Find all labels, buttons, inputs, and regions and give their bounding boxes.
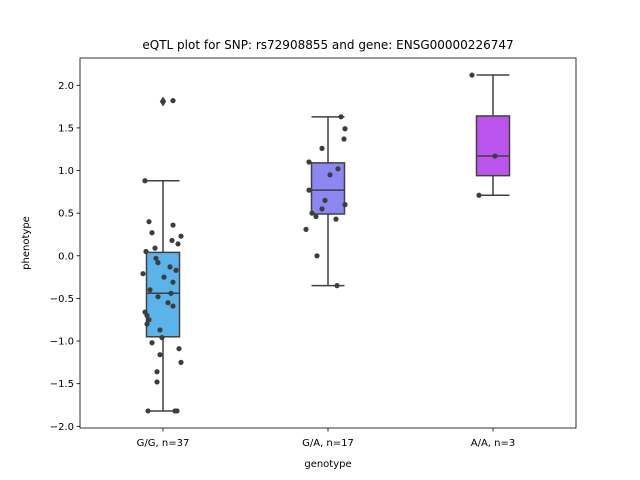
data-point [145,408,151,414]
data-point [155,294,161,300]
data-point [153,255,159,261]
data-point [144,312,150,319]
chart-title: eQTL plot for SNP: rs72908855 and gene: … [142,38,513,52]
y-axis-label: phenotype [21,216,32,270]
data-point [157,327,163,333]
x-axis-label: genotype [304,459,351,470]
data-point [170,303,176,309]
y-tick-label: 0.5 [58,209,74,220]
data-point [338,114,344,120]
data-point [306,159,312,165]
data-point [319,206,325,212]
box-iqr [145,251,181,338]
data-point [154,369,160,375]
data-point [161,274,167,280]
x-tick-label: G/A, n=17 [302,438,354,449]
data-point [152,245,158,251]
data-point [142,178,148,184]
data-point [175,241,181,247]
data-point [159,335,165,341]
data-point [169,237,175,244]
data-point [476,192,482,198]
y-tick-label: 1.0 [58,166,74,177]
data-point [322,197,328,203]
data-point [149,340,155,346]
outlier-marker [159,96,167,107]
data-point [174,408,180,414]
data-point [149,230,155,236]
data-point [167,264,173,270]
data-point [178,359,184,365]
data-point [170,98,176,104]
data-point [146,219,152,225]
data-point [154,379,160,385]
data-point [178,233,184,239]
y-tick-label: −2.0 [50,422,74,433]
box-group [310,116,346,287]
axes-layer: −2.0 −1.5 −1.0 −0.5 0.0 0.5 1.0 1.5 2.0 G/G, n=37… [50,57,577,449]
box-iqr [310,162,346,215]
data-point [319,145,325,151]
data-point [146,317,152,323]
y-tick-label: 0.0 [58,251,74,262]
data-point [309,210,315,216]
data-point [157,352,163,358]
data-point [165,300,171,306]
y-tick-label: −0.5 [50,294,74,305]
data-point [147,287,153,293]
data-point [341,136,347,142]
x-tick-label: A/A, n=3 [471,438,516,449]
data-point [342,126,348,132]
data-point [327,172,333,178]
data-point [144,321,150,327]
y-tick-label: 1.5 [58,123,74,134]
data-point [469,72,475,78]
y-tick-label: 2.0 [58,81,74,92]
data-point [170,279,176,285]
data-point [333,216,339,222]
data-point [303,226,309,232]
y-tick-label: −1.0 [50,337,74,348]
data-point [342,202,348,208]
marks-layer [140,72,511,414]
data-point [492,153,498,159]
data-point [170,222,176,228]
data-point [335,166,341,172]
data-point [155,260,161,266]
x-tick-label: G/G, n=37 [137,438,190,449]
data-point [313,213,319,220]
box-group [475,74,511,197]
data-point [143,248,149,255]
data-point [168,290,174,296]
y-tick-label: −1.5 [50,379,74,390]
data-point [334,283,340,289]
box-iqr [475,115,511,177]
data-point [140,271,146,277]
data-point [173,267,179,273]
data-point [314,253,320,259]
data-point [176,346,182,352]
data-point [306,187,312,193]
